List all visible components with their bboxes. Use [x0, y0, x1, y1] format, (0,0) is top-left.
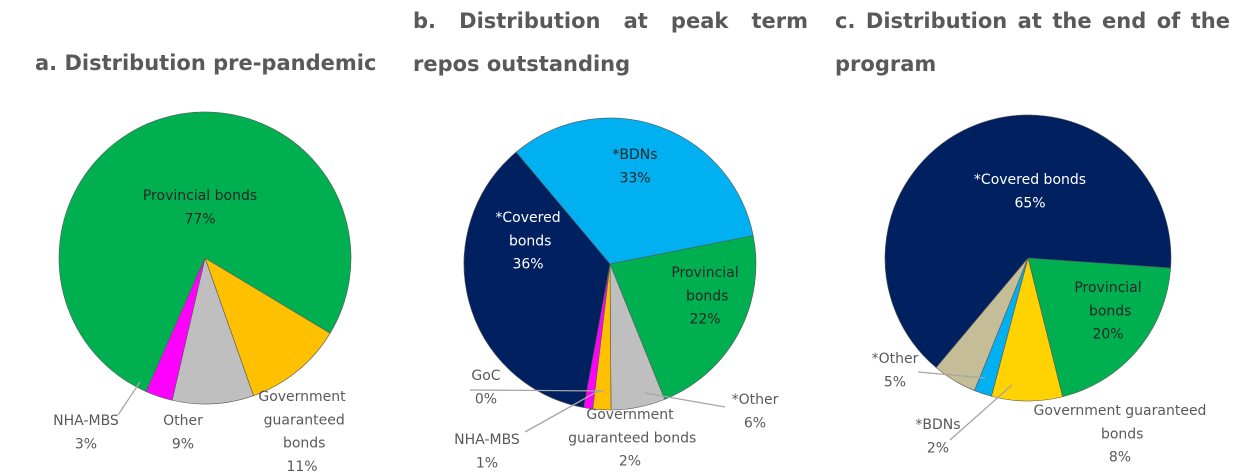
leader-line: [949, 384, 1013, 441]
label-line: *Other: [732, 392, 779, 408]
label-line: bonds: [505, 233, 552, 249]
pie-slice: [1027, 257, 1171, 398]
slice-label: *Other: [872, 351, 919, 367]
label-line: Other: [163, 413, 203, 429]
slice-label: *BDNs: [915, 417, 960, 433]
slice-label: NHA-MBS: [53, 413, 119, 429]
leader-line: [644, 392, 726, 408]
label-line: Provincial: [671, 265, 738, 281]
slice-label: Other: [163, 413, 203, 429]
label-line: Government guaranteed: [1034, 403, 1207, 419]
pie-slice: [463, 151, 611, 408]
leader-line: [469, 389, 605, 392]
slice-label: *BDNs: [612, 147, 657, 163]
value-label: 8%: [1109, 450, 1131, 466]
value-label: 33%: [619, 170, 650, 186]
value-label: 5%: [884, 374, 906, 390]
value-label: 9%: [172, 436, 194, 452]
slice-label: *Other: [732, 392, 779, 408]
label-line: bonds: [1085, 303, 1132, 319]
slice-label: Government guaranteed bonds: [564, 407, 697, 446]
chart-title: b. Distribution at peak term repos outst…: [413, 9, 808, 76]
leader-line: [524, 389, 601, 433]
label-line: Government: [258, 389, 346, 405]
value-label: 2%: [927, 440, 949, 456]
label-line: NHA-MBS: [53, 413, 119, 429]
value-label: 20%: [1092, 327, 1123, 343]
chart-title: a. Distribution pre-pandemic: [35, 51, 377, 75]
slice-label: *Covered bonds: [495, 210, 560, 249]
value-label: 2%: [619, 454, 641, 470]
chart-title: c. Distribution at the end of the progra…: [835, 9, 1230, 76]
pie-slice: [58, 111, 352, 392]
value-label: 65%: [1014, 195, 1045, 211]
label-line: Government: [586, 407, 674, 423]
label-line: Provincial bonds: [143, 188, 257, 204]
slice-label: Government guaranteed bonds: [258, 389, 346, 452]
leader-line: [117, 381, 141, 416]
slice-label: Provincial bonds: [1074, 280, 1141, 319]
slice-label: *Covered bonds: [974, 172, 1086, 188]
label-line: guaranteed bonds: [564, 430, 697, 446]
slice-label: Government guaranteed bonds: [1034, 403, 1207, 442]
value-label: 11%: [286, 459, 317, 475]
label-line: bonds: [279, 436, 326, 452]
label-line: *BDNs: [915, 417, 960, 433]
pie-slice: [515, 117, 754, 265]
label-line: NHA-MBS: [454, 432, 520, 448]
label-line: *Covered bonds: [974, 172, 1086, 188]
label-line: bonds: [1097, 426, 1144, 442]
value-label: 22%: [689, 312, 720, 328]
label-line: *Covered: [495, 210, 560, 226]
pie-slice: [171, 256, 254, 405]
leader-line: [917, 371, 986, 379]
slice-label: NHA-MBS: [454, 432, 520, 448]
slice-label: GoC: [471, 368, 500, 384]
value-label: 1%: [476, 455, 498, 471]
label-line: guaranteed: [259, 412, 345, 428]
slice-label: Provincial bonds: [671, 265, 738, 304]
label-line: Provincial: [1074, 280, 1141, 296]
value-label: 6%: [744, 415, 766, 431]
value-label: 3%: [75, 436, 97, 452]
value-label: 36%: [512, 257, 543, 273]
label-line: *BDNs: [612, 147, 657, 163]
value-label: 0%: [475, 391, 497, 407]
pie-slice: [204, 257, 331, 397]
label-line: *Other: [872, 351, 919, 367]
value-label: 77%: [184, 211, 215, 227]
label-line: bonds: [682, 288, 729, 304]
pie-slice: [609, 235, 757, 400]
label-line: GoC: [471, 368, 500, 384]
slice-label: Provincial bonds: [143, 188, 257, 204]
pie-slice: [884, 114, 1172, 368]
